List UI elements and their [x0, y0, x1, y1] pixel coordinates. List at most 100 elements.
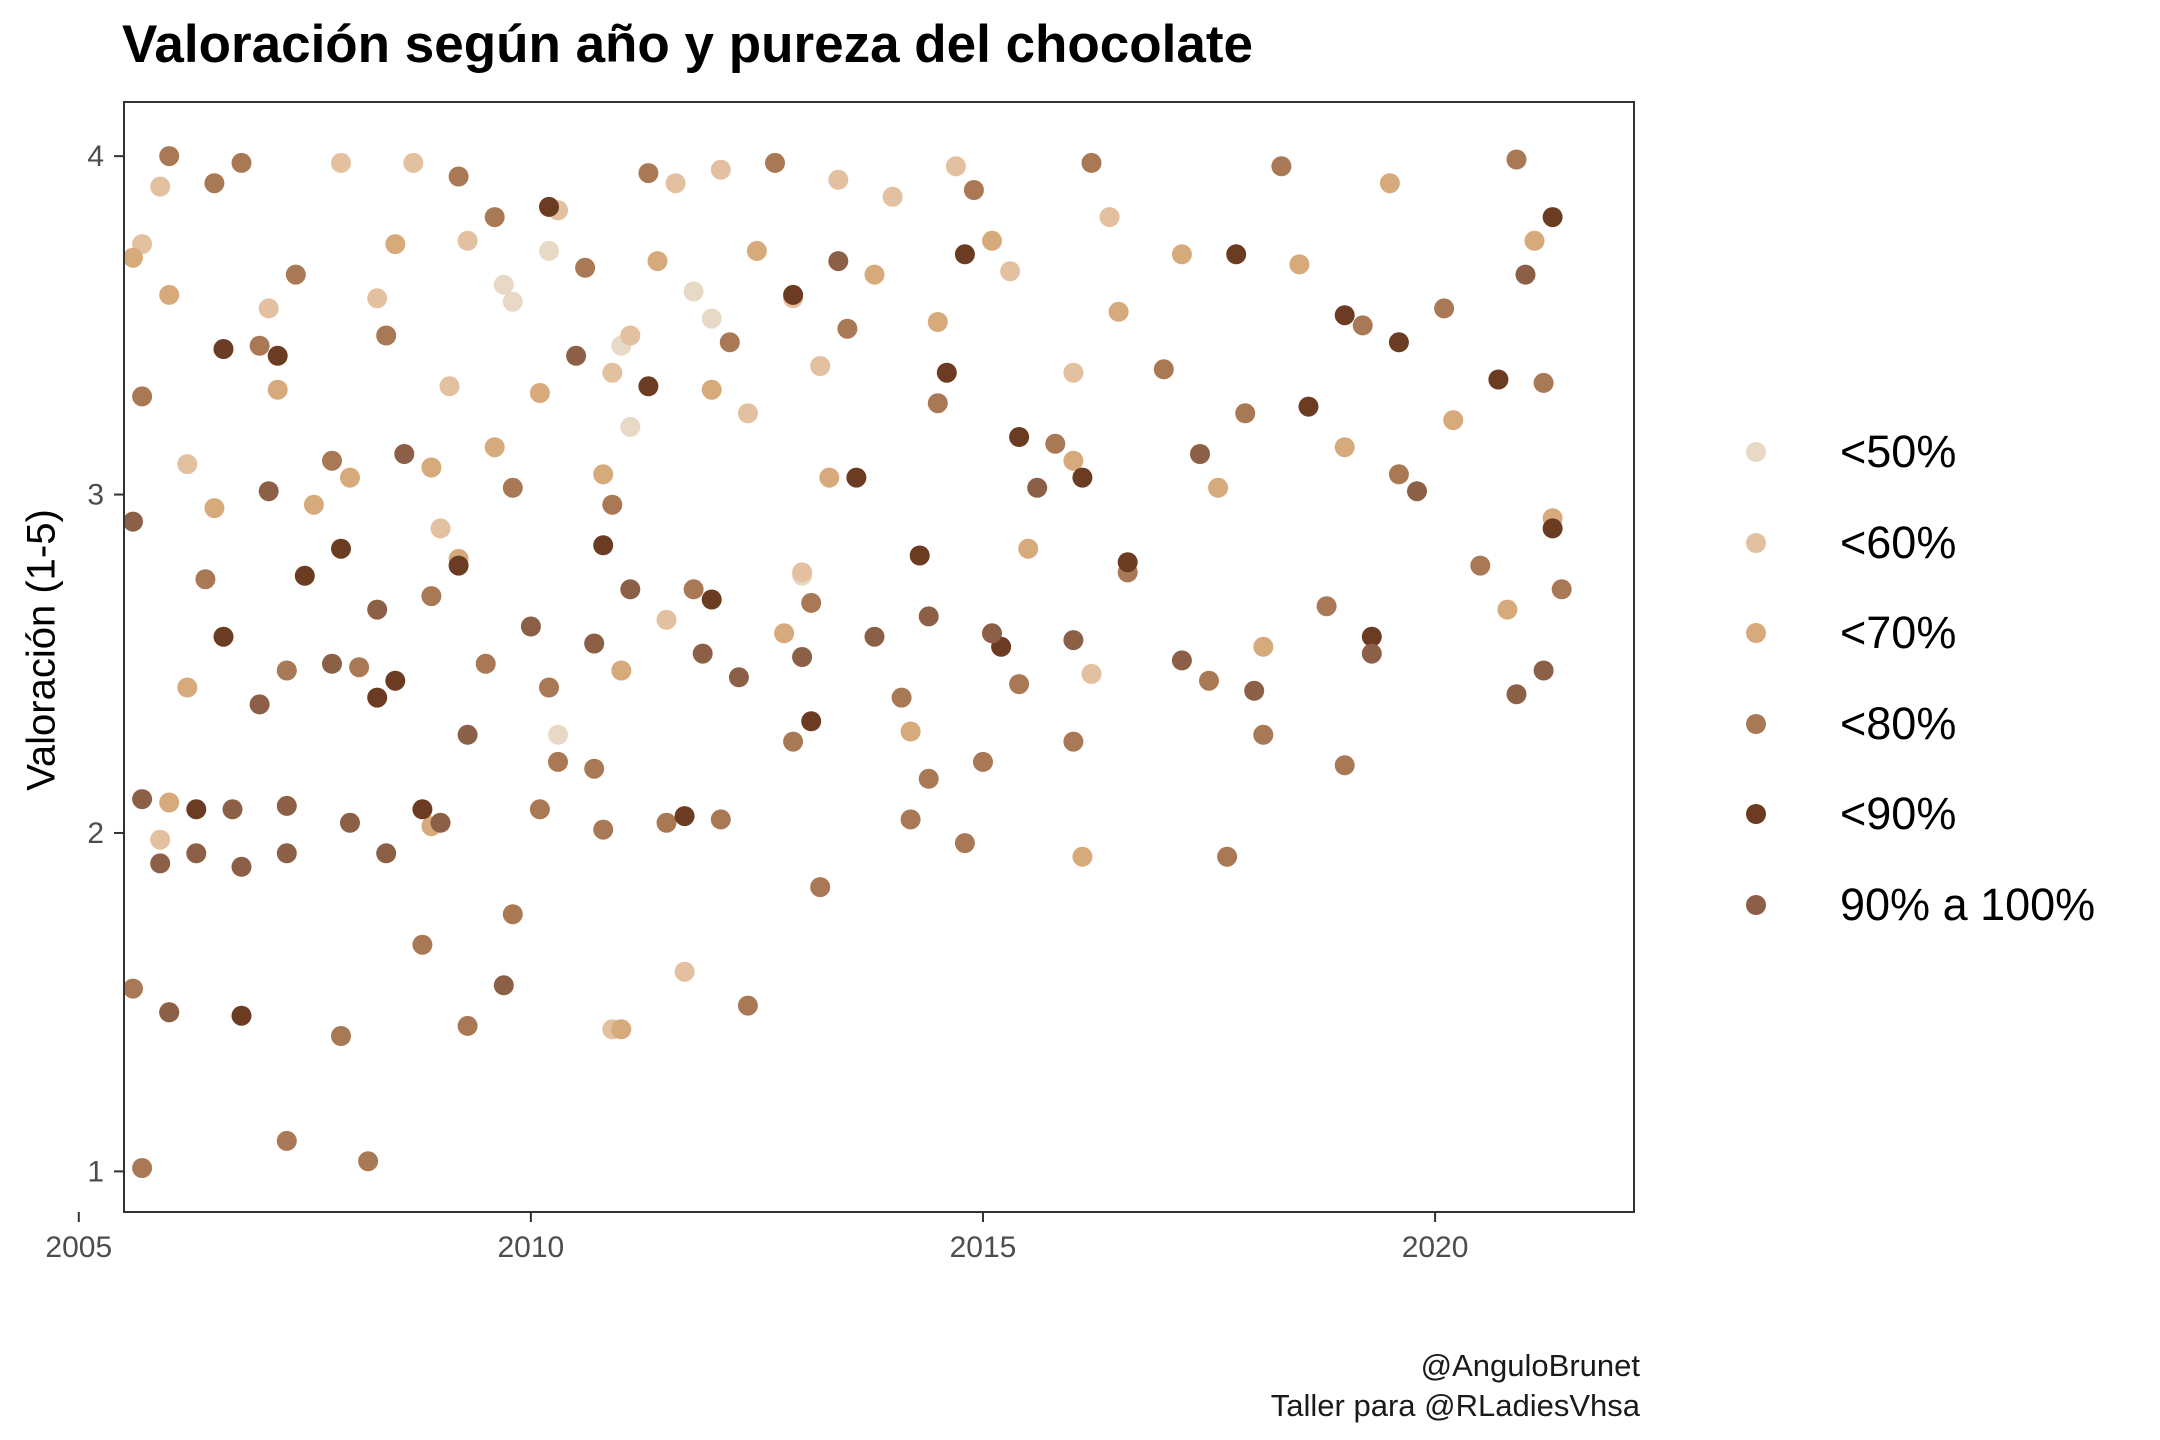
- point-90-a-100-28: [1361, 643, 1382, 664]
- point-70-1: [159, 284, 180, 305]
- point-80-2: [204, 173, 225, 194]
- point-80-14: [575, 257, 596, 278]
- point-80-32: [1271, 156, 1292, 177]
- point-80-34: [1352, 315, 1373, 336]
- point-90-a-100-16: [520, 616, 541, 637]
- point-80-8: [376, 325, 397, 346]
- point-70-29: [1253, 636, 1274, 657]
- point-90-1: [294, 565, 315, 586]
- point-80-42: [132, 1158, 153, 1178]
- point-90-a-100-38: [1407, 481, 1427, 502]
- point-80-50: [810, 877, 831, 898]
- point-70-20: [900, 721, 921, 742]
- point-80-60: [783, 731, 804, 752]
- point-90-a-100-32: [258, 481, 279, 502]
- point-70-0: [123, 247, 143, 268]
- point-70-2: [204, 498, 225, 519]
- legend-swatch-lt50: [1746, 442, 1766, 462]
- point-80-46: [457, 1015, 478, 1036]
- point-90-2: [331, 538, 351, 559]
- point-90-17: [1072, 467, 1093, 488]
- point-60-26: [674, 961, 695, 982]
- x-tick-label-2010: 2010: [498, 1231, 565, 1264]
- point-80-68: [285, 264, 306, 285]
- point-90-a-100-2: [150, 853, 171, 874]
- x-tick-label-2005: 2005: [45, 1231, 112, 1264]
- point-80-7: [349, 657, 370, 678]
- legend-swatch-lt80: [1746, 713, 1766, 734]
- point-90-13: [846, 467, 867, 488]
- point-70-25: [1072, 846, 1093, 867]
- point-80-51: [954, 833, 975, 854]
- point-80-54: [656, 812, 677, 833]
- point-80-35: [1388, 464, 1409, 485]
- point-70-4: [303, 494, 324, 515]
- plot-panel-border: [123, 101, 1635, 1213]
- point-90-a-100-1: [132, 789, 153, 810]
- point-90-a-100-24: [982, 623, 1002, 644]
- point-90-a-100-21: [792, 647, 813, 667]
- point-80-10: [448, 166, 469, 187]
- point-60-7: [439, 376, 460, 397]
- point-60-9: [430, 518, 451, 539]
- point-90-a-100-6: [249, 694, 270, 715]
- point-90-22: [1361, 626, 1382, 647]
- point-90-32: [936, 362, 957, 383]
- axes-layer: 2005 2010 2015 2020 1 2 3 4: [45, 140, 1468, 1264]
- point-60-24: [1099, 207, 1120, 228]
- point-80-38: [1506, 149, 1527, 170]
- point-80-36: [1434, 298, 1455, 319]
- point-90-a-100-23: [918, 606, 939, 627]
- point-80-58: [195, 569, 216, 590]
- point-50-6: [701, 308, 722, 329]
- point-70-14: [647, 251, 668, 272]
- point-70-6: [385, 234, 406, 255]
- legend-label-lt80: <80%: [1840, 697, 1957, 749]
- point-90-30: [367, 687, 388, 708]
- point-60-28: [810, 356, 831, 376]
- point-80-64: [1334, 755, 1355, 776]
- point-80-1: [159, 146, 180, 167]
- point-50-1: [493, 274, 514, 295]
- point-80-45: [331, 1026, 351, 1046]
- point-90-5: [448, 555, 469, 576]
- point-60-3: [258, 298, 279, 319]
- point-90-a-100-29: [1506, 684, 1527, 705]
- point-90-6: [539, 196, 559, 217]
- point-80-41: [123, 978, 143, 999]
- y-axis-title: Valoración (1-5): [19, 509, 64, 791]
- point-90-a-100-26: [1171, 650, 1192, 671]
- point-80-25: [1009, 674, 1030, 695]
- point-70-16: [746, 240, 767, 261]
- point-80-16: [638, 163, 659, 184]
- point-90-0: [213, 339, 234, 359]
- point-90-a-100-30: [1533, 660, 1554, 681]
- legend-label-lt90: <90%: [1840, 788, 1957, 839]
- point-70-13: [611, 660, 632, 681]
- point-90-4: [412, 799, 433, 820]
- point-90-14: [909, 545, 930, 566]
- legend-swatch-lt60: [1746, 532, 1766, 553]
- point-90-29: [213, 626, 234, 647]
- point-80-53: [593, 819, 614, 840]
- point-90-a-100-34: [566, 345, 587, 366]
- point-90-23: [1388, 332, 1409, 353]
- point-60-22: [1063, 362, 1084, 383]
- point-90-20: [1298, 396, 1319, 417]
- point-60-29: [665, 173, 686, 194]
- legend-label-90-100: 90% a 100%: [1840, 878, 2096, 930]
- point-90-a-100-9: [322, 653, 342, 674]
- point-80-33: [1316, 596, 1337, 617]
- point-60-12: [620, 325, 641, 346]
- point-80-29: [1153, 359, 1174, 380]
- point-80-15: [602, 494, 623, 515]
- point-80-63: [1253, 724, 1274, 745]
- point-80-48: [502, 904, 523, 925]
- point-60-27: [150, 829, 171, 850]
- point-90-19: [1226, 244, 1247, 265]
- point-80-49: [737, 995, 758, 1016]
- x-tick-label-2020: 2020: [1402, 1231, 1469, 1264]
- legend-label-lt60: <60%: [1840, 516, 1957, 568]
- point-90-a-100-3: [159, 1002, 180, 1023]
- point-80-31: [1235, 403, 1256, 424]
